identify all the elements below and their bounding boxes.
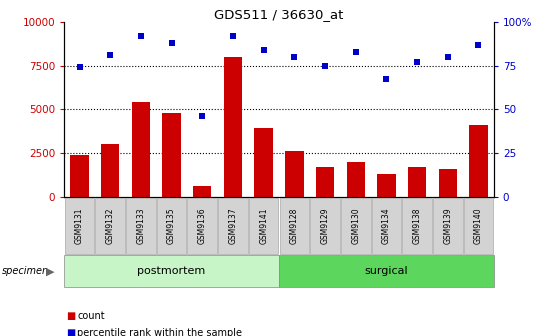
Text: GSM9131: GSM9131	[75, 207, 84, 244]
Point	[259, 47, 268, 52]
Bar	[254, 128, 273, 197]
Bar	[162, 113, 181, 197]
Text: GSM9135: GSM9135	[167, 207, 176, 244]
Text: ▶: ▶	[46, 266, 55, 276]
Point	[228, 33, 237, 39]
Text: GSM9128: GSM9128	[290, 207, 299, 244]
Bar	[347, 162, 365, 197]
Text: GSM9137: GSM9137	[228, 207, 238, 244]
Bar	[101, 144, 119, 197]
Bar	[285, 151, 304, 197]
Bar	[469, 125, 488, 197]
Point	[351, 49, 360, 54]
Point	[105, 52, 115, 58]
Text: specimen: specimen	[2, 266, 49, 276]
Text: count: count	[77, 311, 105, 321]
Point	[290, 54, 299, 59]
Bar	[70, 155, 89, 197]
Bar	[439, 169, 457, 197]
Text: GSM9130: GSM9130	[351, 207, 360, 244]
Point	[443, 54, 452, 59]
Title: GDS511 / 36630_at: GDS511 / 36630_at	[214, 8, 344, 21]
Point	[75, 65, 84, 70]
Bar	[132, 102, 150, 197]
Text: GSM9133: GSM9133	[136, 207, 146, 244]
Text: ■: ■	[66, 328, 75, 336]
Point	[320, 63, 329, 68]
Bar	[316, 167, 334, 197]
Text: postmortem: postmortem	[137, 266, 206, 276]
Text: percentile rank within the sample: percentile rank within the sample	[77, 328, 242, 336]
Bar	[377, 174, 396, 197]
Point	[136, 33, 145, 39]
Text: GSM9140: GSM9140	[474, 207, 483, 244]
Point	[474, 42, 483, 47]
Text: GSM9132: GSM9132	[105, 207, 115, 244]
Text: GSM9129: GSM9129	[320, 207, 330, 244]
Point	[198, 114, 206, 119]
Bar	[408, 167, 426, 197]
Text: GSM9134: GSM9134	[382, 207, 391, 244]
Bar	[193, 186, 211, 197]
Point	[412, 59, 421, 65]
Text: ■: ■	[66, 311, 75, 321]
Text: GSM9141: GSM9141	[259, 207, 268, 244]
Text: surgical: surgical	[364, 266, 408, 276]
Bar	[224, 57, 242, 197]
Text: GSM9139: GSM9139	[443, 207, 453, 244]
Point	[167, 40, 176, 45]
Text: GSM9136: GSM9136	[198, 207, 207, 244]
Text: GSM9138: GSM9138	[412, 207, 422, 244]
Point	[382, 77, 391, 82]
